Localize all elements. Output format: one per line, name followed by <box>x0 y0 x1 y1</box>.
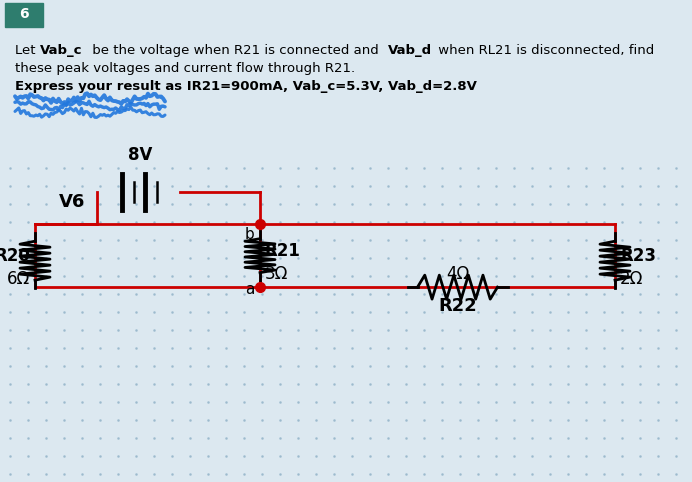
Text: be the voltage when R21 is connected and: be the voltage when R21 is connected and <box>88 44 383 57</box>
Text: Vab_c: Vab_c <box>40 44 82 57</box>
Text: Express your result as IR21=900mA, Vab_c=5.3V, Vab_d=2.8V: Express your result as IR21=900mA, Vab_c… <box>15 80 477 93</box>
Text: Let: Let <box>15 44 39 57</box>
Text: R23: R23 <box>620 247 656 265</box>
Text: 3Ω: 3Ω <box>265 265 289 282</box>
Bar <box>5 3 43 27</box>
Text: 2Ω: 2Ω <box>620 269 644 288</box>
Text: R22: R22 <box>438 297 477 315</box>
Text: V6: V6 <box>59 193 85 211</box>
Text: when RL21 is disconnected, find: when RL21 is disconnected, find <box>434 44 654 57</box>
Text: 6: 6 <box>19 7 29 21</box>
Text: 6Ω: 6Ω <box>7 269 30 288</box>
Text: these peak voltages and current flow through R21.: these peak voltages and current flow thr… <box>15 62 355 75</box>
Text: 4Ω: 4Ω <box>446 265 469 283</box>
Text: 8V: 8V <box>128 146 152 164</box>
Text: R20: R20 <box>0 247 30 265</box>
Text: Vab_d: Vab_d <box>388 44 432 57</box>
Text: b: b <box>244 227 254 242</box>
Text: a: a <box>245 282 254 297</box>
Text: R21: R21 <box>265 241 301 260</box>
